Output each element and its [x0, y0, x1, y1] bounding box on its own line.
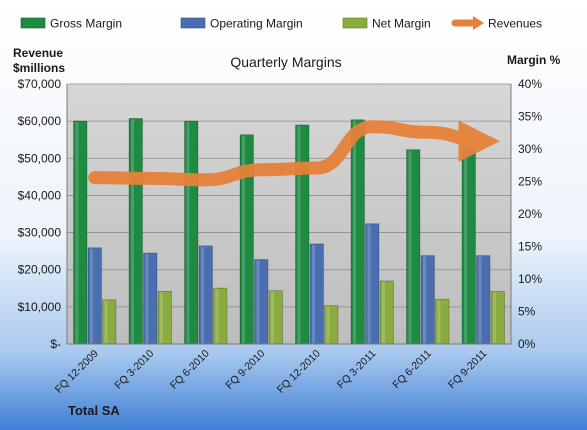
chart-title: Quarterly Margins — [230, 54, 341, 70]
bar-highlight — [382, 281, 385, 343]
bar-highlight — [493, 292, 496, 343]
right-axis-tick-label: 15% — [518, 240, 542, 254]
revenue-line-group — [88, 120, 500, 187]
right-axis-tick-label: 0% — [518, 337, 536, 351]
bar-highlight — [408, 150, 412, 343]
bar-highlight — [131, 119, 134, 343]
right-axis-tick-label: 20% — [518, 207, 542, 221]
legend: Gross Margin Operating Margin Net Margin… — [20, 16, 542, 31]
legend-label-revenues: Revenues — [488, 17, 542, 31]
left-axis-tick-label: $30,000 — [18, 226, 62, 240]
bar-highlight — [104, 300, 108, 343]
bar-highlight — [367, 224, 371, 343]
bar-highlight — [90, 248, 93, 343]
bar-highlight — [326, 306, 330, 343]
bar-highlight — [215, 289, 219, 343]
legend-item-operating-margin: Operating Margin — [180, 17, 303, 31]
left-axis-tick-label: $- — [50, 337, 61, 351]
bar-highlight — [186, 122, 190, 343]
legend-item-net-margin: Net Margin — [342, 17, 431, 31]
right-axis-tick-label: 25% — [518, 175, 542, 189]
bar-highlight — [464, 149, 467, 343]
legend-item-gross-margin: Gross Margin — [20, 17, 122, 31]
right-axis-tick-label: 30% — [518, 142, 542, 156]
right-axis-tick-label: 10% — [518, 272, 542, 286]
bar-highlight — [297, 125, 301, 343]
left-axis-tick-label: $40,000 — [18, 188, 62, 202]
right-axis-tick-label: 40% — [518, 77, 542, 91]
bar-highlight — [271, 291, 274, 343]
revenue-line — [88, 120, 500, 187]
bar-highlight — [256, 260, 260, 343]
legend-swatch-net-margin — [342, 17, 368, 29]
left-axis-label-line2: $millions — [13, 61, 65, 75]
legend-swatch-operating-margin — [180, 17, 206, 29]
left-axis-tick-label: $10,000 — [18, 300, 62, 314]
bar-highlight — [353, 120, 356, 343]
left-axis-tick-label: $20,000 — [18, 263, 62, 277]
bar-highlight — [75, 122, 79, 343]
right-axis-tick-label: 5% — [518, 305, 536, 319]
bar-highlight — [145, 254, 149, 343]
left-axis-tick-label: $60,000 — [18, 114, 62, 128]
bar-highlight — [312, 244, 315, 343]
legend-item-revenues: Revenues — [451, 16, 542, 31]
bar-highlight — [478, 256, 482, 343]
right-axis-label: Margin % — [507, 53, 561, 67]
bar-highlight — [437, 300, 441, 343]
legend-label-net-margin: Net Margin — [372, 17, 431, 31]
legend-arrow-revenues — [473, 16, 484, 30]
bar-highlight — [242, 135, 245, 343]
footer-label: Total SA — [68, 403, 120, 418]
legend-label-operating-margin: Operating Margin — [210, 17, 303, 31]
left-axis-label-line1: Revenue — [13, 46, 63, 60]
left-axis-tick-label: $70,000 — [18, 77, 62, 91]
bar-highlight — [423, 256, 426, 343]
left-axis-tick-label: $50,000 — [18, 151, 62, 165]
bar-highlight — [160, 292, 163, 343]
legend-label-gross-margin: Gross Margin — [50, 17, 122, 31]
bar-highlight — [201, 246, 204, 343]
legend-swatch-gross-margin — [20, 17, 46, 29]
right-axis-tick-label: 35% — [518, 110, 542, 124]
